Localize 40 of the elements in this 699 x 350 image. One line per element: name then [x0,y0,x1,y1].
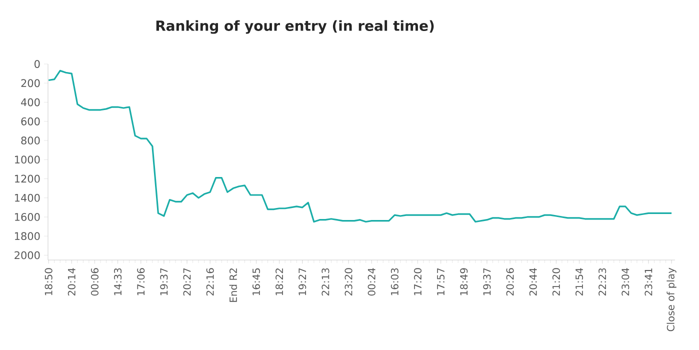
x-tick-label: 22:23 [598,268,606,296]
y-tick-label: 1400 [15,194,40,202]
y-tick-label: 400 [21,98,40,106]
x-tick-label: 21:54 [575,268,584,296]
x-tick-label: 23:20 [344,268,352,296]
x-tick-label: 17:20 [414,268,422,296]
y-tick-label: 200 [21,79,40,88]
x-tick-label: 22:16 [206,268,214,296]
x-tick-label: End R2 [229,268,238,302]
x-tick-label: 19:37 [160,268,168,296]
x-tick-label: 21:20 [552,268,560,296]
chart-title: Ranking of your entry (in real time) [156,20,434,34]
y-tick-label: 0 [34,60,40,68]
x-tick-label: Close of play [666,268,676,332]
x-tick-label: 18:50 [44,268,52,296]
y-tick-label: 2000 [14,251,40,260]
x-tick-label: 20:27 [183,268,191,296]
x-tick-label: 22:13 [322,268,330,296]
x-tick-label: 18:22 [276,268,284,296]
x-tick-label: 20:44 [529,268,537,296]
y-tick-label: 1000 [15,156,40,164]
x-tick-label: 18:49 [460,268,468,296]
x-tick-label: 19:37 [483,268,491,296]
x-tick-label: 16:45 [252,268,260,296]
y-tick-label: 800 [21,136,40,144]
x-tick-label: 00:24 [368,268,376,296]
y-tick-label: 1200 [15,174,40,183]
y-tick-label: 1800 [15,232,40,240]
x-tick-label: 17:57 [437,268,445,296]
x-tick-label: 16:03 [390,268,398,296]
y-tick-label: 600 [21,117,40,126]
y-tick-label: 1600 [15,213,40,221]
x-tick-label: 17:06 [137,268,145,296]
x-tick-label: 20:14 [68,268,76,296]
x-tick-label: 23:41 [644,268,652,296]
x-tick-label: 14:33 [114,268,122,296]
x-tick-label: 00:06 [90,268,98,296]
x-tick-label: 20:26 [506,268,514,296]
x-tick-label: 19:27 [298,268,306,296]
x-tick-label: 23:04 [622,268,630,296]
